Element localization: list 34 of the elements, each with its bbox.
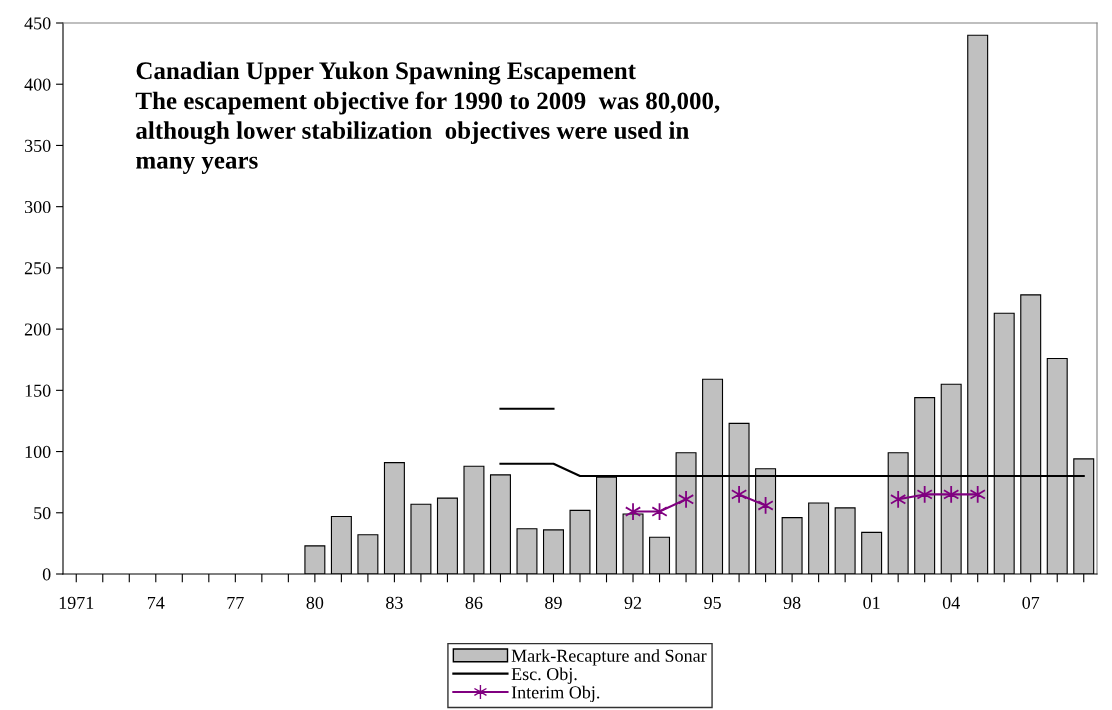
point	[730, 485, 748, 504]
y-tick-label: 400	[24, 78, 51, 91]
x-tick-label: 80	[306, 596, 324, 609]
point	[624, 502, 642, 521]
y-tick-label: 200	[24, 323, 51, 336]
point	[969, 485, 986, 504]
x-tick-label: 01	[863, 596, 880, 609]
point	[943, 485, 960, 504]
x-tick-label: 77	[227, 596, 244, 609]
y-tick-label: 50	[34, 507, 51, 520]
y-tick-label: 150	[25, 384, 51, 397]
x-tick-label: 74	[147, 596, 165, 609]
legend-label: Esc. Obj.	[511, 667, 577, 684]
x-tick-label: 98	[783, 596, 801, 609]
x-tick-label: 04	[942, 596, 960, 609]
y-tick-label: 250	[24, 262, 51, 275]
x-tick-label: 92	[624, 596, 642, 609]
point	[890, 490, 907, 509]
y-tick-label: 100	[25, 445, 51, 458]
point	[916, 485, 933, 504]
x-tick-label: 86	[465, 596, 483, 609]
x-tick-label: 1971	[59, 596, 94, 609]
y-tick-label: 350	[24, 139, 51, 152]
y-tick-label: 300	[24, 200, 51, 214]
x-tick-label: 83	[386, 596, 403, 609]
legend-label: Interim Obj.	[511, 685, 600, 703]
x-tick-label: 07	[1022, 596, 1040, 609]
annotation: Canadian Upper Yukon Spawning Escapement The escapement objective for 1990 to 2009 was 80,000, although lower stabilization objectives were used in many years	[135, 61, 720, 174]
x-tick-label: 89	[545, 596, 562, 609]
y-tick-label: 0	[42, 568, 51, 581]
y-tick-label: 450	[24, 17, 51, 30]
legend-label: Mark-Recapture and Sonar	[511, 649, 707, 666]
x-tick-label: 95	[704, 596, 721, 609]
point	[677, 490, 695, 509]
